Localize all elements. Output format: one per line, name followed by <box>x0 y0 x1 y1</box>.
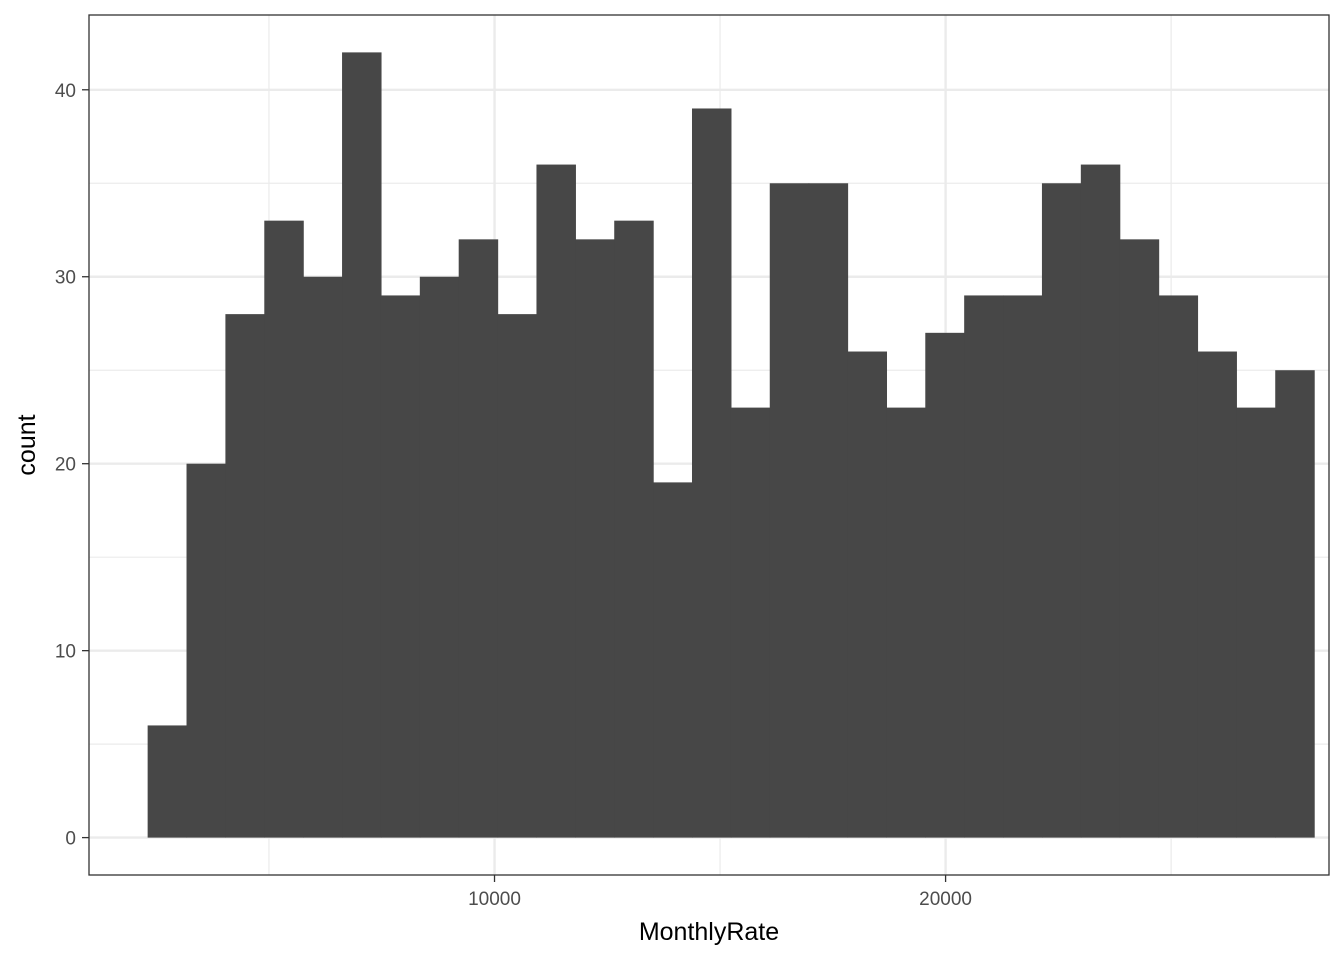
histogram-bar <box>575 239 615 838</box>
histogram-bar <box>264 220 304 838</box>
histogram-bar <box>769 183 810 838</box>
plot-panel-border <box>88 14 1330 876</box>
histogram-bar <box>925 332 965 838</box>
histogram-bar <box>847 351 888 838</box>
histogram-bar <box>497 314 538 838</box>
histogram-bar <box>342 52 382 838</box>
histogram-bar <box>614 220 654 838</box>
x-axis-title: MonthlyRate <box>639 918 779 946</box>
x-tick-label: 10000 <box>468 889 521 910</box>
x-axis-ticks: 10000 20000 <box>468 875 972 910</box>
histogram-bar <box>147 725 188 838</box>
y-axis-ticks: 0 10 20 30 40 <box>55 81 89 850</box>
histogram-bar <box>1119 239 1160 838</box>
y-axis-title: count <box>13 414 41 475</box>
histogram-bar <box>1275 370 1315 838</box>
histogram-bars <box>147 52 1315 838</box>
histogram-bar <box>303 276 343 838</box>
histogram-bar <box>419 276 460 838</box>
histogram-bar <box>964 295 1004 838</box>
histogram-bar <box>458 239 499 838</box>
histogram-bar <box>1041 183 1082 838</box>
x-tick-label: 20000 <box>919 889 972 910</box>
histogram-bar <box>1080 164 1121 838</box>
y-tick-label: 0 <box>65 829 76 850</box>
y-tick-label: 40 <box>55 81 76 102</box>
histogram-bar <box>691 108 732 838</box>
y-tick-label: 20 <box>55 455 76 476</box>
histogram-bar <box>1197 351 1237 838</box>
histogram-bar <box>653 482 693 838</box>
histogram-bar <box>225 314 265 838</box>
histogram-bar <box>536 164 576 838</box>
histogram-bar <box>186 463 227 838</box>
histogram-bar <box>380 295 421 838</box>
histogram-bar <box>730 407 771 838</box>
histogram-bar <box>886 407 926 838</box>
y-tick-label: 30 <box>55 268 76 289</box>
y-tick-label: 10 <box>55 642 76 663</box>
histogram-bar <box>808 183 849 838</box>
histogram-bar <box>1236 407 1276 838</box>
histogram-bar <box>1158 295 1199 838</box>
histogram-bar <box>1003 295 1043 838</box>
